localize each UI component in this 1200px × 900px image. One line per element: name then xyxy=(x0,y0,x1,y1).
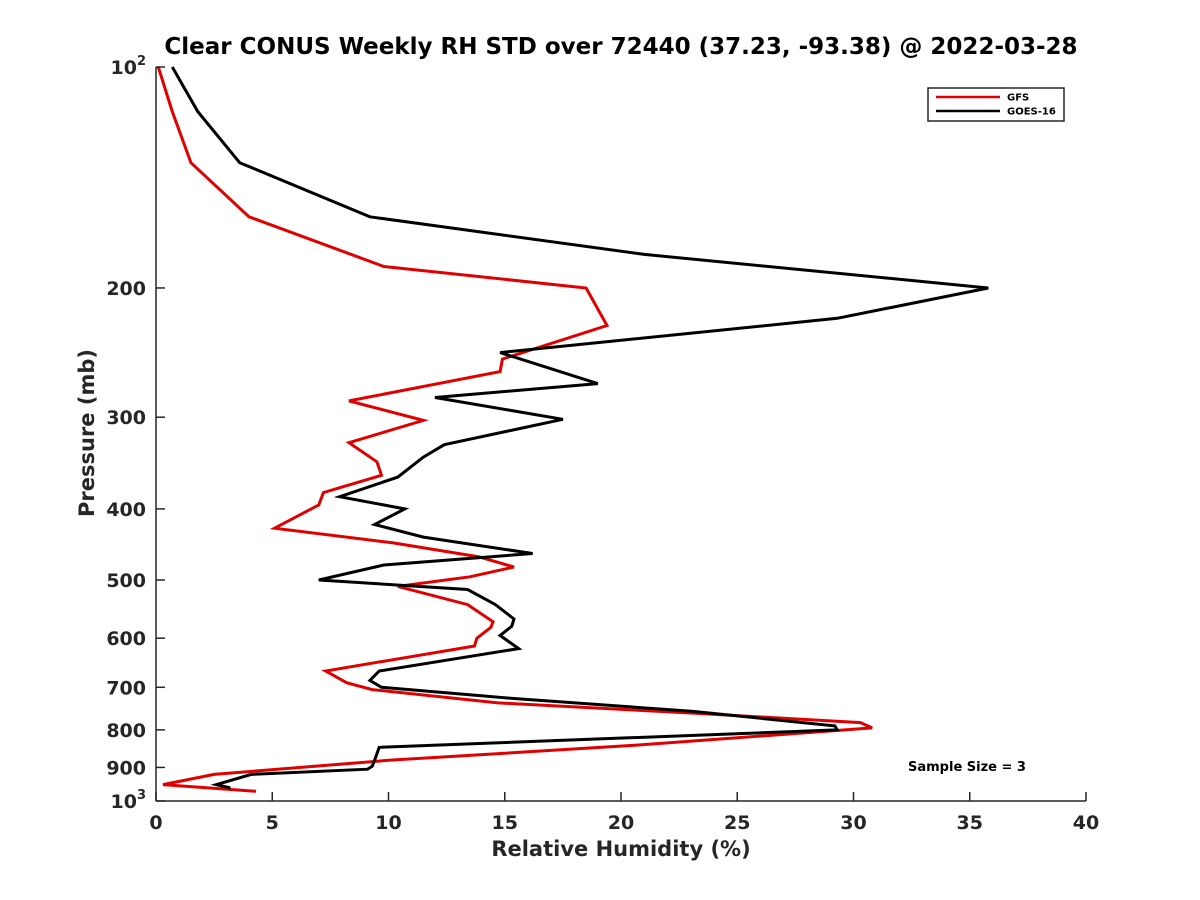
y-tick-label: 300 xyxy=(106,407,146,429)
x-tick-label: 15 xyxy=(492,812,518,834)
x-tick-label: 0 xyxy=(149,812,162,834)
y-tick-label: 700 xyxy=(106,677,146,699)
x-axis-title: Relative Humidity (%) xyxy=(491,837,750,861)
y-tick-label: 103 xyxy=(111,788,147,813)
x-tick-label: 35 xyxy=(957,812,983,834)
y-axis: 102 200 300 400 500 600 700 800 900 103 xyxy=(106,54,165,813)
legend-label: GFS xyxy=(1007,93,1029,104)
x-tick-label: 40 xyxy=(1073,812,1099,834)
plot-area xyxy=(156,66,989,793)
y-tick-label: 800 xyxy=(106,720,146,742)
y-axis-title: Pressure (mb) xyxy=(75,349,99,517)
x-axis: 0 5 10 15 20 25 30 35 40 xyxy=(149,792,1099,834)
y-tick-label: 102 xyxy=(111,54,147,79)
series-line-goes-16 xyxy=(170,66,989,790)
y-tick-label: 900 xyxy=(106,757,146,779)
sample-size-annotation: Sample Size = 3 xyxy=(908,760,1026,775)
x-tick-label: 30 xyxy=(840,812,866,834)
x-tick-label: 5 xyxy=(266,812,279,834)
x-tick-label: 20 xyxy=(608,812,634,834)
legend-box xyxy=(927,87,1065,122)
chart-title: Clear CONUS Weekly RH STD over 72440 (37… xyxy=(164,34,1077,60)
y-tick-label: 400 xyxy=(106,499,146,521)
y-tick-label: 500 xyxy=(106,570,146,592)
legend-label: GOES-16 xyxy=(1007,107,1056,118)
legend: GFS GOES-16 xyxy=(927,87,1065,122)
x-tick-label: 25 xyxy=(724,812,750,834)
y-tick-label: 600 xyxy=(106,628,146,650)
x-tick-label: 10 xyxy=(375,812,401,834)
y-tick-label: 200 xyxy=(106,278,146,300)
series-line-gfs xyxy=(156,66,873,793)
